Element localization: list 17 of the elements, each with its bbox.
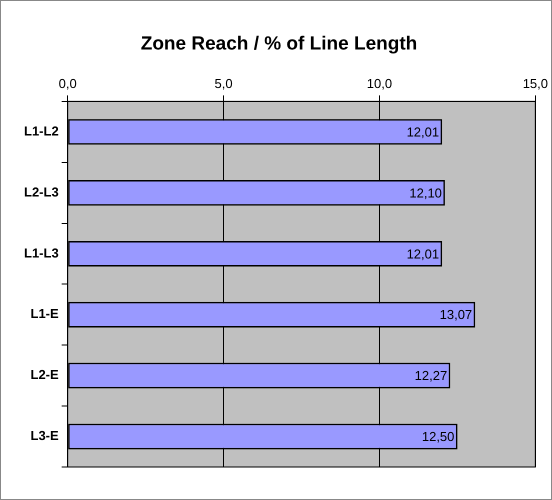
data-label: 12,10 <box>409 185 442 200</box>
data-label: 12,01 <box>406 246 440 262</box>
data-label: 13,07 <box>440 307 472 322</box>
x-tick-label: 0,0 <box>58 76 77 92</box>
y-tick-label: L3-E <box>30 428 59 444</box>
data-label: 12,27 <box>414 368 448 384</box>
chart-title: Zone Reach / % of Line Length <box>140 34 418 55</box>
y-tick-label: L1-L3 <box>24 245 59 260</box>
y-tick-label: L1-L2 <box>24 123 59 138</box>
x-tick-label: 5,0 <box>214 76 233 92</box>
y-tick-label: L1-E <box>30 306 59 322</box>
x-tick-label: 15,0 <box>522 76 548 92</box>
y-tick-label: L2-E <box>30 367 59 382</box>
data-label: 12,01 <box>406 124 440 140</box>
y-tick-label: L2-L3 <box>24 184 59 200</box>
data-label: 12,50 <box>422 429 454 444</box>
x-tick-label: 10,0 <box>366 76 392 92</box>
